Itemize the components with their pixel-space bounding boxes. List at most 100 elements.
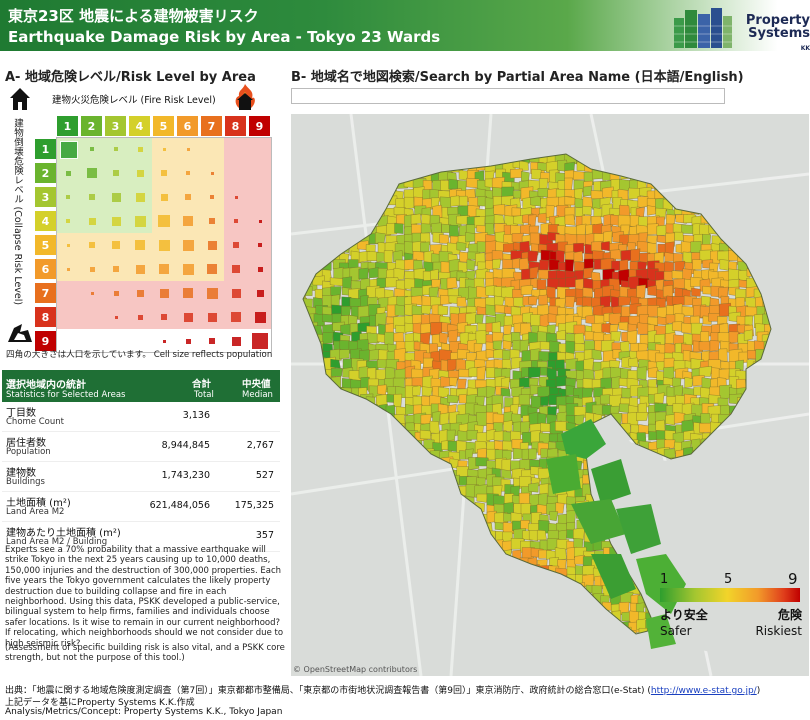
- ward-cell[interactable]: [341, 306, 352, 316]
- ward-cell[interactable]: [540, 422, 552, 432]
- ward-cell[interactable]: [699, 422, 712, 433]
- ward-cell[interactable]: [475, 330, 487, 345]
- ward-cell[interactable]: [492, 340, 503, 351]
- ward-cell[interactable]: [636, 224, 648, 234]
- matrix-cell[interactable]: [254, 311, 266, 323]
- ward-cell[interactable]: [395, 324, 407, 334]
- matrix-cell[interactable]: [209, 218, 215, 224]
- ward-cell[interactable]: [466, 259, 476, 271]
- ward-cell[interactable]: [439, 332, 449, 344]
- ward-cell[interactable]: [456, 297, 467, 307]
- ward-cell[interactable]: [466, 430, 478, 440]
- ward-cell[interactable]: [536, 279, 547, 292]
- matrix-cell[interactable]: [161, 170, 167, 176]
- map-canvas[interactable]: [291, 114, 809, 676]
- fire-level-header[interactable]: 3: [105, 116, 126, 136]
- ward-cell[interactable]: [638, 342, 648, 352]
- ward-cell[interactable]: [601, 404, 612, 416]
- matrix-cell[interactable]: [256, 289, 264, 297]
- matrix-cell[interactable]: [182, 263, 194, 275]
- ward-cell[interactable]: [663, 284, 673, 298]
- ward-cell[interactable]: [573, 527, 585, 541]
- ward-cell[interactable]: [681, 224, 694, 234]
- matrix-cell[interactable]: [234, 219, 238, 223]
- matrix-cell[interactable]: [257, 266, 263, 272]
- ward-cell[interactable]: [636, 284, 646, 300]
- ward-cell[interactable]: [420, 223, 432, 234]
- ward-cell[interactable]: [333, 267, 345, 279]
- ward-cell[interactable]: [447, 359, 458, 372]
- ward-cell[interactable]: [636, 366, 647, 380]
- ward-cell[interactable]: [330, 368, 343, 377]
- ward-cell[interactable]: [709, 340, 720, 352]
- ward-cell[interactable]: [546, 286, 556, 299]
- ward-cell[interactable]: [421, 304, 432, 315]
- ward-cell[interactable]: [412, 385, 421, 396]
- ward-cell[interactable]: [564, 169, 575, 180]
- matrix-cell[interactable]: [112, 241, 120, 249]
- ward-cell[interactable]: [358, 267, 369, 280]
- ward-cell[interactable]: [558, 529, 568, 541]
- ward-cell[interactable]: [555, 502, 565, 514]
- ward-cell[interactable]: [394, 223, 404, 234]
- fire-level-header[interactable]: 1: [57, 116, 78, 136]
- matrix-cell[interactable]: [233, 242, 239, 248]
- ward-cell[interactable]: [502, 340, 512, 351]
- ward-cell[interactable]: [456, 241, 467, 251]
- ward-cell[interactable]: [573, 251, 584, 263]
- matrix-cell[interactable]: [88, 217, 96, 225]
- ward-cell[interactable]: [565, 340, 576, 356]
- ward-cell[interactable]: [698, 341, 711, 351]
- matrix-cell[interactable]: [159, 264, 169, 274]
- ward-cell[interactable]: [545, 204, 555, 219]
- ward-cell[interactable]: [449, 224, 460, 238]
- ward-cell[interactable]: [502, 449, 512, 461]
- collapse-level-header[interactable]: 5: [35, 235, 56, 255]
- ward-cell[interactable]: [692, 259, 702, 270]
- ward-cell[interactable]: [628, 357, 639, 368]
- ward-cell[interactable]: [394, 304, 405, 316]
- ward-cell[interactable]: [411, 295, 423, 306]
- ward-cell[interactable]: [743, 329, 753, 341]
- ward-cell[interactable]: [403, 196, 415, 210]
- ward-cell[interactable]: [573, 538, 584, 549]
- ward-cell[interactable]: [510, 168, 523, 179]
- ward-cell[interactable]: [665, 414, 677, 426]
- ward-cell[interactable]: [458, 394, 468, 404]
- fire-level-header[interactable]: 2: [81, 116, 102, 136]
- collapse-level-header[interactable]: 3: [35, 187, 56, 207]
- matrix-cell[interactable]: [161, 314, 167, 320]
- matrix-cell[interactable]: [207, 312, 217, 322]
- matrix-cell[interactable]: [183, 312, 193, 322]
- matrix-cell[interactable]: [234, 195, 238, 199]
- ward-cell[interactable]: [593, 207, 603, 218]
- ward-cell[interactable]: [509, 349, 520, 360]
- ward-cell[interactable]: [493, 204, 506, 216]
- collapse-level-header[interactable]: 8: [35, 307, 56, 327]
- collapse-level-header[interactable]: 2: [35, 163, 56, 183]
- matrix-cell[interactable]: [114, 147, 118, 151]
- ward-cell[interactable]: [465, 232, 476, 243]
- ward-cell[interactable]: [638, 424, 649, 434]
- ward-cell[interactable]: [503, 502, 514, 515]
- ward-cell[interactable]: [485, 223, 495, 236]
- ward-cell[interactable]: [322, 331, 334, 345]
- ward-cell[interactable]: [537, 529, 547, 541]
- ward-cell[interactable]: [671, 270, 685, 280]
- matrix-cell[interactable]: [65, 170, 71, 176]
- matrix-cell[interactable]: [231, 336, 241, 346]
- ward-cell[interactable]: [330, 358, 341, 369]
- ward-cell[interactable]: [701, 377, 713, 389]
- collapse-level-header[interactable]: 1: [35, 139, 56, 159]
- matrix-cell[interactable]: [137, 146, 143, 152]
- collapse-level-header[interactable]: 4: [35, 211, 56, 231]
- matrix-cell[interactable]: [158, 215, 170, 227]
- ward-cell[interactable]: [501, 469, 513, 479]
- ward-cell[interactable]: [630, 248, 641, 262]
- matrix-cell[interactable]: [210, 171, 214, 175]
- ward-cell[interactable]: [368, 267, 379, 279]
- ward-cell[interactable]: [718, 368, 730, 381]
- ward-cell[interactable]: [564, 214, 576, 226]
- ward-cell[interactable]: [450, 195, 461, 207]
- ward-cell[interactable]: [476, 224, 487, 234]
